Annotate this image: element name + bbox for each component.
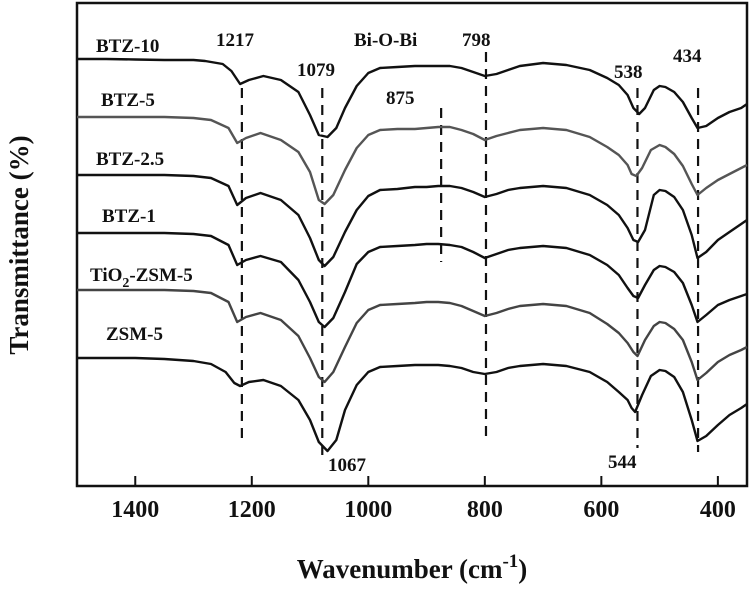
series-label-3: BTZ-1 (102, 206, 156, 227)
series-lines (77, 59, 747, 451)
x-tick-label-1000: 1000 (344, 497, 392, 523)
series-label-5: ZSM-5 (106, 324, 163, 345)
series-label-main-5: ZSM-5 (106, 324, 163, 345)
series-label-4: TiO2-ZSM-5 (90, 265, 193, 291)
series-line-5 (77, 358, 747, 451)
y-axis-title: Transmittance (%) (4, 135, 34, 354)
series-label-0: BTZ-10 (96, 36, 159, 57)
peak-label-1217: 1217 (216, 30, 255, 51)
x-tick-label-400: 400 (700, 497, 736, 523)
series-label-2: BTZ-2.5 (96, 149, 164, 170)
peak-label-538: 538 (614, 62, 643, 83)
series-label-sub-4: 2 (122, 276, 129, 291)
peak-label-1079: 1079 (297, 60, 335, 81)
peak-label-434: 434 (673, 46, 702, 67)
x-tick-label-1400: 1400 (111, 497, 159, 523)
annotation-544: 544 (608, 452, 637, 473)
series-labels: BTZ-10 BTZ-5 BTZ-2.5 BTZ-1 TiO2-ZSM-5 ZSM-5 (90, 36, 193, 345)
peak-label-875: 875 (386, 88, 415, 109)
x-tick-label-800: 800 (467, 497, 503, 523)
x-axis-ticks: 1400 1200 1000 800 600 400 (111, 476, 736, 523)
annotation-bi-o-bi: Bi-O-Bi (354, 30, 417, 51)
series-label-main-2: BTZ-2.5 (96, 149, 164, 170)
series-label-main-3: BTZ-1 (102, 206, 156, 227)
series-line-1 (77, 117, 747, 204)
series-line-4 (77, 290, 747, 382)
series-label-main-1: BTZ-5 (101, 90, 155, 111)
x-axis-title: Wavenumber (cm-1) (297, 551, 528, 584)
series-label-rest-4: -ZSM-5 (129, 265, 192, 286)
x-tick-label-1200: 1200 (228, 497, 276, 523)
series-line-2 (77, 175, 747, 266)
series-label-main-0: BTZ-10 (96, 36, 159, 57)
annotation-1067: 1067 (328, 455, 367, 476)
peak-label-798: 798 (462, 30, 491, 51)
series-label-1: BTZ-5 (101, 90, 155, 111)
x-tick-label-600: 600 (583, 497, 619, 523)
series-label-main-4: TiO (90, 265, 122, 286)
